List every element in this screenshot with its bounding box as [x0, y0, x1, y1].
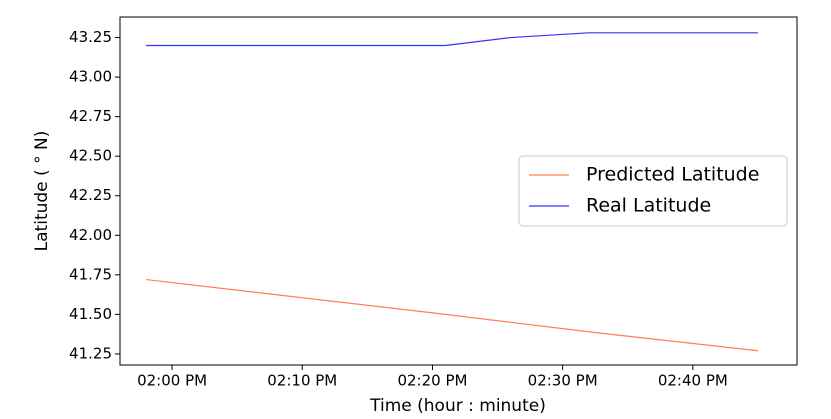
- series-line: [145, 278, 759, 352]
- x-tick-label: 02:40 PM: [658, 372, 728, 390]
- x-axis-label: Time (hour : minute): [369, 396, 546, 416]
- x-tick-label: 02:00 PM: [137, 372, 207, 390]
- x-tick-label: 02:20 PM: [397, 372, 467, 390]
- y-tick-label: 43.25: [69, 28, 112, 46]
- y-tick-label: 41.75: [69, 265, 112, 283]
- y-axis-label: Latitude ( ° N): [32, 131, 52, 252]
- x-tick-label: 02:10 PM: [267, 372, 337, 390]
- legend-label: Real Latitude: [586, 195, 711, 217]
- y-tick-label: 41.25: [69, 344, 112, 362]
- y-tick-label: 42.50: [69, 147, 112, 165]
- y-tick-label: 42.75: [69, 107, 112, 125]
- legend: Predicted Latitude Real Latitude: [518, 155, 788, 227]
- y-tick-label: 41.50: [69, 305, 112, 323]
- x-tick-label: 02:30 PM: [528, 372, 598, 390]
- legend-label: Predicted Latitude: [586, 164, 759, 186]
- y-tick-label: 42.25: [69, 186, 112, 204]
- y-tick-label: 42.00: [69, 226, 112, 244]
- plot-frame: [119, 16, 798, 366]
- series-line: [146, 32, 758, 47]
- legend-box: [518, 155, 788, 227]
- y-tick-label: 43.00: [69, 68, 112, 86]
